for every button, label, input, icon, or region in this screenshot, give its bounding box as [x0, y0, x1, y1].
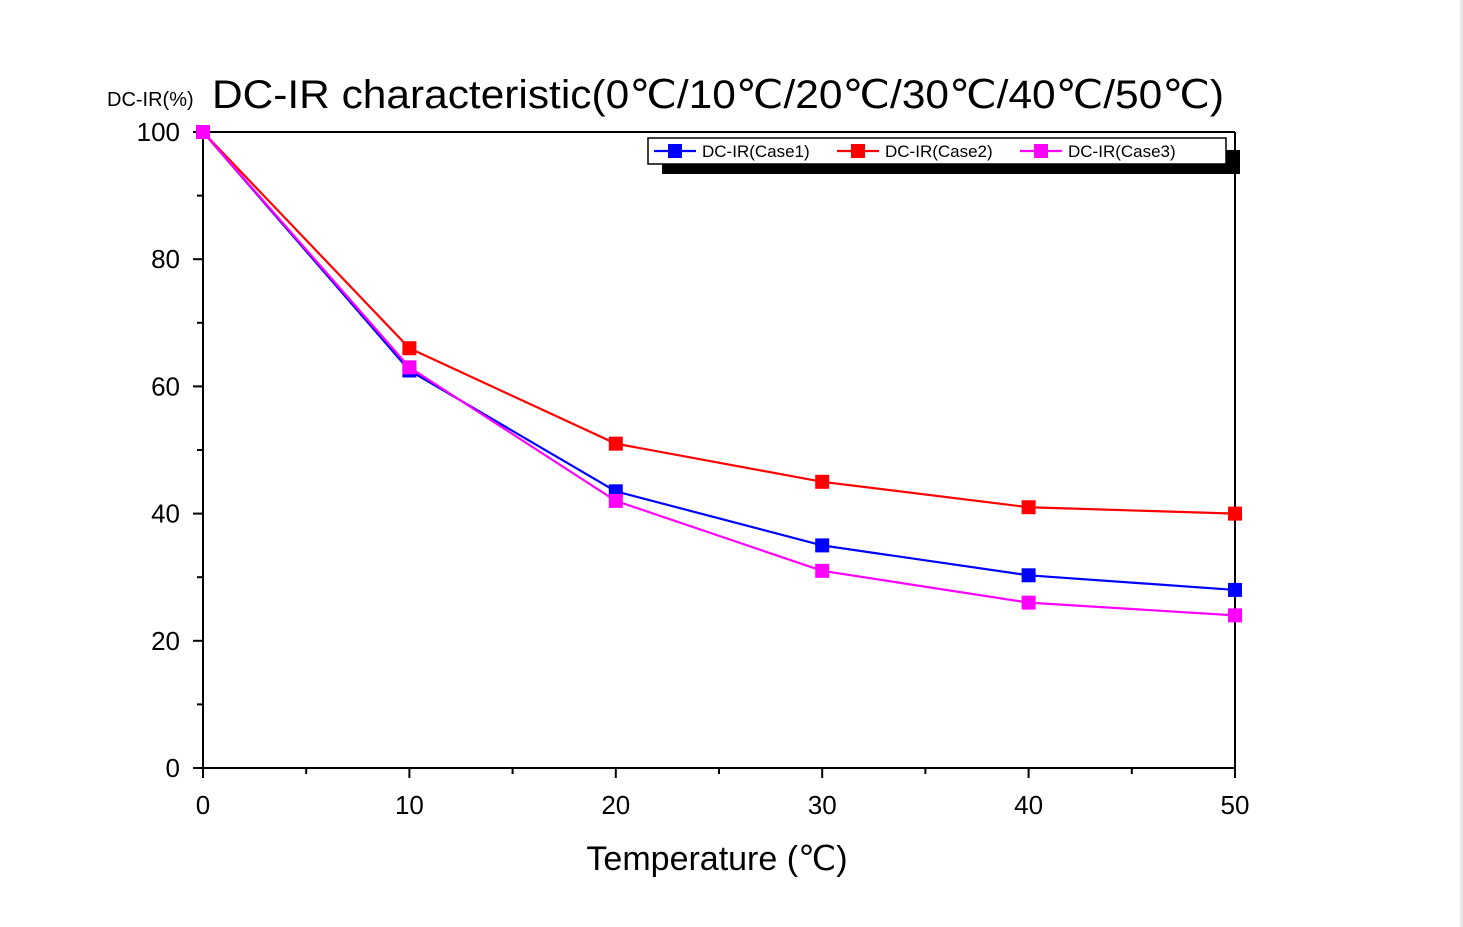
- series-line: [202, 131, 1236, 592]
- data-point: [1021, 568, 1036, 583]
- x-tick-label: 0: [196, 790, 210, 820]
- data-point: [1021, 595, 1036, 610]
- data-point: [608, 436, 623, 451]
- y-tick-label: 40: [151, 499, 180, 529]
- legend-marker: [668, 144, 682, 158]
- data-point: [402, 360, 417, 375]
- legend-marker: [851, 144, 865, 158]
- data-point: [815, 563, 830, 578]
- legend: DC-IR(Case1) DC-IR(Case2) DC-IR(Case3): [647, 137, 1240, 174]
- x-tick-label: 40: [1014, 790, 1043, 820]
- series-3: [196, 125, 1242, 623]
- data-point: [608, 493, 623, 508]
- plot-frame: [202, 131, 1236, 769]
- data-point: [196, 125, 210, 139]
- y-tick-label: 20: [151, 626, 180, 656]
- axis-ticks: [193, 131, 1236, 778]
- y-axis-label: DC-IR(%): [107, 89, 194, 111]
- y-tick-label: 100: [137, 117, 180, 147]
- series-2: [196, 125, 1242, 521]
- legend-box: [647, 137, 1227, 165]
- legend-label: DC-IR(Case1): [702, 142, 810, 161]
- x-tick-label: 20: [601, 790, 630, 820]
- x-tick-label: 30: [808, 790, 837, 820]
- legend-items: DC-IR(Case1) DC-IR(Case2) DC-IR(Case3): [654, 142, 1176, 161]
- data-point: [815, 538, 830, 553]
- series-layer: [196, 125, 1242, 623]
- data-point: [402, 341, 417, 356]
- chart-title: DC-IR characteristic(0℃/10℃/20℃/30℃/40℃/…: [212, 73, 1224, 117]
- x-tick-label: 10: [395, 790, 424, 820]
- series-line: [202, 131, 1236, 515]
- axis-tick-labels: 0 10 20 30 40 50 0 20 40 60 80 100: [137, 117, 1250, 820]
- legend-item: DC-IR(Case3): [1020, 142, 1176, 161]
- x-axis-label: Temperature (℃): [586, 840, 847, 878]
- series-line: [202, 131, 1236, 617]
- data-point: [1228, 582, 1242, 597]
- legend-marker: [1034, 144, 1048, 158]
- legend-item: DC-IR(Case2): [837, 142, 993, 161]
- x-tick-label: 50: [1221, 790, 1250, 820]
- right-edge-strip: [1460, 0, 1463, 927]
- data-point: [1228, 608, 1242, 623]
- y-tick-label: 80: [151, 244, 180, 274]
- legend-label: DC-IR(Case2): [885, 142, 993, 161]
- y-tick-label: 0: [166, 753, 180, 783]
- legend-label: DC-IR(Case3): [1068, 142, 1176, 161]
- series-1: [196, 125, 1242, 597]
- y-tick-label: 60: [151, 371, 180, 401]
- data-point: [1228, 506, 1242, 521]
- data-point: [1021, 500, 1036, 515]
- data-point: [815, 474, 830, 489]
- legend-item: DC-IR(Case1): [654, 142, 810, 161]
